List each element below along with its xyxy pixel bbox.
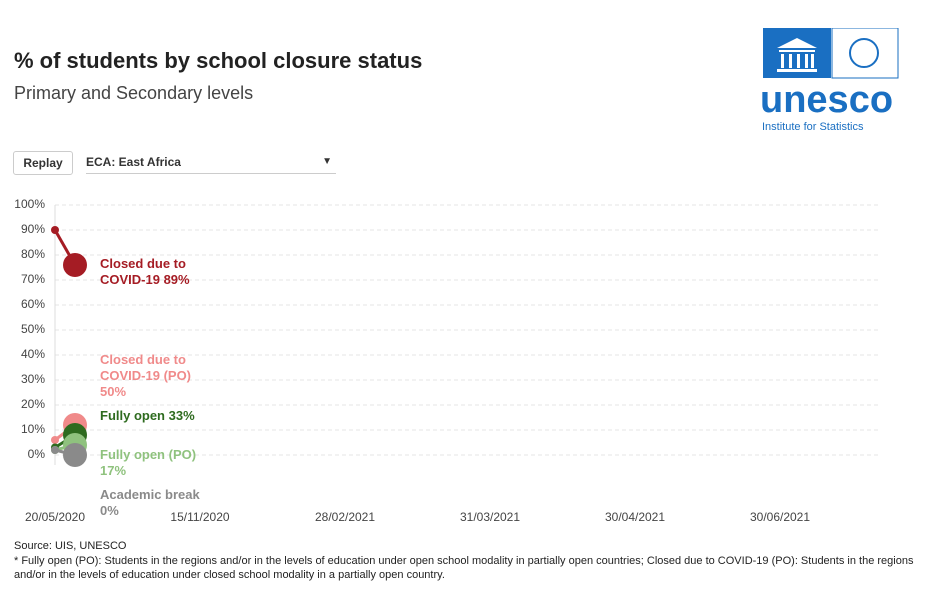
series-label: Fully open 33% [100, 408, 195, 423]
x-tick-label: 28/02/2021 [315, 510, 375, 524]
x-tick-label: 30/06/2021 [750, 510, 810, 524]
logo-icons [763, 28, 899, 79]
series-dot [51, 436, 59, 444]
replay-button[interactable]: Replay [13, 151, 73, 175]
series-dot [63, 253, 87, 277]
region-text: ECA: East Africa [86, 155, 181, 169]
dropdown-arrow: ▼ [322, 156, 332, 167]
x-tick-label: 15/11/2020 [170, 510, 229, 524]
subtitle: Primary and Secondary levels [14, 83, 254, 103]
uis-icon [849, 38, 879, 68]
logo-box2 [831, 28, 899, 79]
y-tick-label: 30% [21, 372, 45, 386]
source: Source: UIS, UNESCO [14, 540, 127, 552]
chart: 0% 10% 20% 30% 40% 50% 60% 70% 80% 90% 100% 20/05/2… [14, 197, 880, 524]
x-tick-label: 31/03/2021 [460, 510, 520, 524]
y-tick-label: 40% [21, 347, 45, 361]
x-tick-label: 20/05/2020 [25, 510, 85, 524]
series-dot [51, 226, 59, 234]
y-tick-label: 90% [21, 222, 45, 236]
note: * Fully open (PO): Students in the regio… [14, 555, 914, 581]
title: % of students by school closure status [14, 48, 423, 73]
y-tick-label: 70% [21, 272, 45, 286]
y-tick-label: 10% [21, 422, 45, 436]
x-tick-label: 30/04/2021 [605, 510, 665, 524]
y-tick-label: 0% [28, 447, 46, 461]
temple-icon [777, 38, 817, 72]
region-select[interactable]: ECA: East Africa ▼ [86, 151, 336, 174]
series-label: Fully open (PO) 17% [100, 447, 197, 478]
series-label: Academic break 0% [100, 487, 200, 518]
logo-text: unesco [760, 79, 894, 121]
series-label: Closed due to COVID-19 89% [100, 256, 190, 287]
logo-sub: Institute for Statistics [762, 121, 864, 133]
series-label: Closed due to COVID-19 (PO) 50% [100, 352, 192, 399]
y-tick-label: 50% [21, 322, 45, 336]
y-tick-label: 100% [14, 197, 45, 211]
series-dot [63, 443, 87, 467]
series-dot [51, 446, 59, 454]
y-tick-label: 20% [21, 397, 45, 411]
y-tick-label: 60% [21, 297, 45, 311]
y-tick-label: 80% [21, 247, 45, 261]
